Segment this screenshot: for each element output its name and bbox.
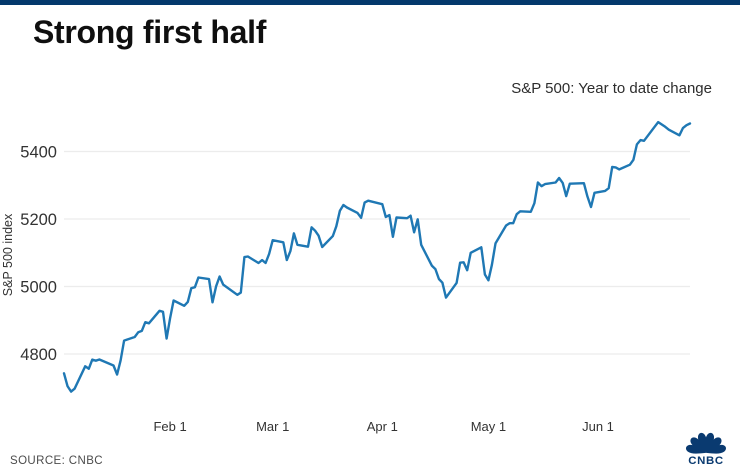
y-tick-label: 5400 [20,144,57,162]
sp500-line-series [62,120,692,393]
cnbc-logo-text: CNBC [688,455,724,466]
brand-top-bar [0,0,740,5]
y-tick-label: 5200 [20,211,57,229]
chart-subtitle: S&P 500: Year to date change [511,80,712,97]
y-tick-label: 5000 [20,279,57,297]
cnbc-logo: CNBC [685,432,727,466]
x-tick-label: Mar 1 [256,419,289,434]
y-axis-title: S&P 500 index [1,213,15,296]
x-tick-labels: Feb 1 Mar 1 Apr 1 May 1 Jun 1 [153,419,613,434]
x-tick-label: May 1 [471,419,506,434]
page-title: Strong first half [33,14,267,50]
y-tick-labels: 5400 5200 5000 4800 [20,144,57,365]
peacock-icon [685,432,727,454]
gridlines [64,150,690,355]
source-credit: SOURCE: CNBC [10,455,103,467]
y-tick-label: 4800 [20,346,57,364]
x-tick-label: Feb 1 [153,419,186,434]
x-tick-label: Apr 1 [367,419,398,434]
x-tick-label: Jun 1 [582,419,614,434]
